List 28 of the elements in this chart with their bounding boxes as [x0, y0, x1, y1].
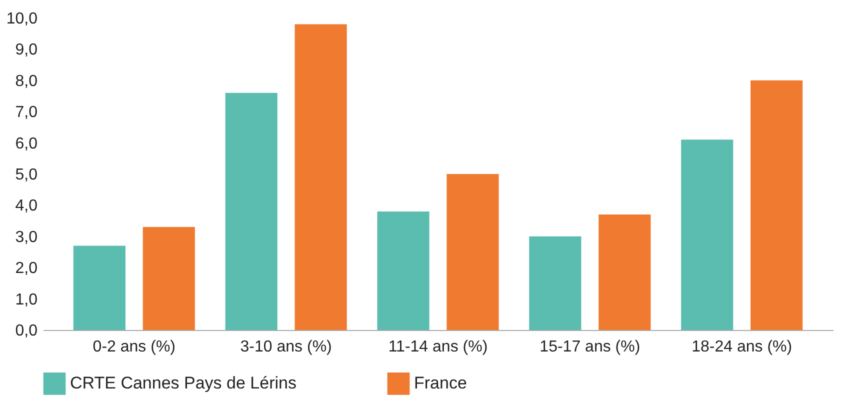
- y-tick-label: 0,0: [15, 322, 38, 340]
- y-tick-label: 1,0: [15, 291, 38, 308]
- bar: [681, 140, 734, 330]
- bar: [529, 236, 582, 330]
- y-tick-label: 10,0: [6, 10, 38, 28]
- y-tick-label: 4,0: [15, 198, 38, 215]
- x-tick-label: 11-14 ans (%): [388, 338, 488, 356]
- x-tick-label: 0-2 ans (%): [92, 338, 176, 356]
- bar: [750, 80, 803, 330]
- bar: [142, 227, 195, 330]
- bar: [294, 24, 347, 330]
- y-tick-label: 5,0: [15, 166, 38, 184]
- x-tick-label: 3-10 ans (%): [240, 338, 332, 356]
- x-tick-label: 18-24 ans (%): [692, 338, 792, 356]
- y-tick-label: 2,0: [15, 260, 38, 278]
- legend-label: France: [414, 374, 467, 393]
- bar: [73, 246, 126, 330]
- bar: [446, 174, 499, 330]
- x-tick-label: 15-17 ans (%): [540, 338, 640, 356]
- legend-label: CRTE Cannes Pays de Lérins: [70, 374, 296, 393]
- bar: [225, 92, 278, 330]
- bar: [377, 211, 430, 330]
- y-tick-label: 8,0: [15, 72, 38, 90]
- y-tick-label: 6,0: [15, 135, 38, 152]
- y-tick-label: 9,0: [15, 42, 38, 59]
- bar: [598, 214, 651, 330]
- y-tick-label: 7,0: [15, 104, 38, 122]
- y-tick-label: 3,0: [15, 228, 38, 246]
